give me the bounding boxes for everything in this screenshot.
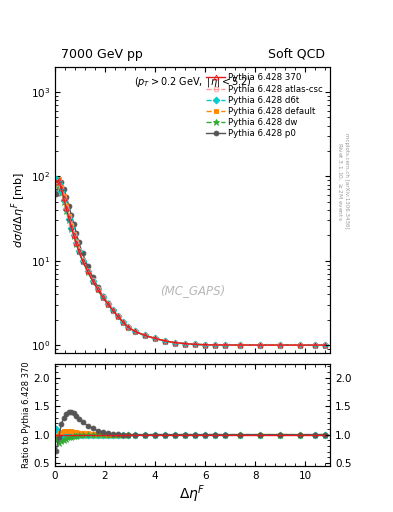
Y-axis label: Ratio to Pythia 6.428 370: Ratio to Pythia 6.428 370 [22, 361, 31, 468]
Legend: Pythia 6.428 370, Pythia 6.428 atlas-csc, Pythia 6.428 d6t, Pythia 6.428 default: Pythia 6.428 370, Pythia 6.428 atlas-csc… [204, 71, 326, 141]
Text: 7000 GeV pp: 7000 GeV pp [61, 48, 142, 61]
X-axis label: $\Delta\eta^F$: $\Delta\eta^F$ [179, 483, 206, 505]
Y-axis label: $d\sigma/d\Delta\eta^F$ [mb]: $d\sigma/d\Delta\eta^F$ [mb] [9, 172, 28, 248]
Text: mcplots.cern.ch [arXiv:1306.3436]: mcplots.cern.ch [arXiv:1306.3436] [344, 134, 349, 229]
Text: (MC_GAPS): (MC_GAPS) [160, 284, 225, 296]
Text: Soft QCD: Soft QCD [268, 48, 325, 61]
Text: $(p_T > 0.2\ \mathrm{GeV},\ |\eta| < 5.2)$: $(p_T > 0.2\ \mathrm{GeV},\ |\eta| < 5.2… [134, 75, 252, 89]
Text: Rivet 3.1.10, $\geq$2M events: Rivet 3.1.10, $\geq$2M events [336, 142, 343, 221]
